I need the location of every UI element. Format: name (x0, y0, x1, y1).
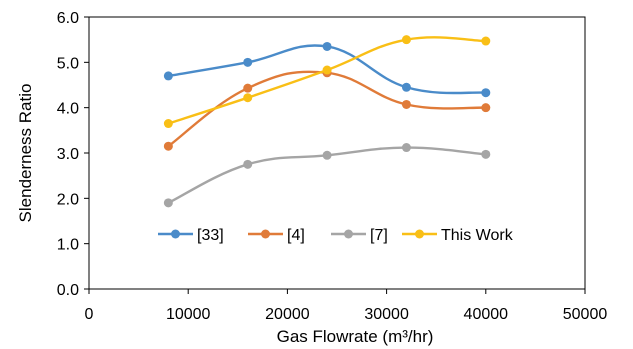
data-point (243, 93, 252, 102)
data-point (323, 151, 332, 160)
legend-swatch-marker (344, 230, 353, 239)
legend-label: This Work (441, 227, 514, 244)
legend-item: [4] (248, 227, 305, 244)
data-point (481, 88, 490, 97)
x-tick-label: 40000 (464, 306, 509, 323)
legend-swatch-marker (261, 230, 270, 239)
legend-item: This Work (402, 227, 514, 244)
data-point (243, 84, 252, 93)
y-tick-label: 5.0 (57, 55, 79, 72)
data-point (164, 198, 173, 207)
data-point (243, 160, 252, 169)
x-axis-title: Gas Flowrate (m³/hr) (277, 327, 434, 346)
data-point (164, 71, 173, 80)
y-tick-label: 6.0 (57, 10, 79, 27)
legend: [33] [4] [7] This Work (158, 227, 514, 244)
series-3 (164, 143, 490, 207)
data-point (481, 37, 490, 46)
y-tick-label: 2.0 (57, 191, 79, 208)
x-tick-label: 10000 (166, 306, 211, 323)
y-tick-label: 1.0 (57, 237, 79, 254)
data-point (164, 119, 173, 128)
x-tick-label: 50000 (563, 306, 608, 323)
data-point (164, 142, 173, 151)
data-point (243, 58, 252, 67)
x-tick-label: 20000 (265, 306, 310, 323)
x-tick-label: 0 (85, 306, 94, 323)
data-point (481, 150, 490, 159)
legend-label: [4] (287, 227, 305, 244)
legend-item: [7] (331, 227, 388, 244)
legend-label: [33] (197, 227, 224, 244)
data-point (323, 42, 332, 51)
series-lines (164, 35, 490, 207)
tick-labels: 0 10000 20000 30000 40000 50000 0.0 1.0 2.0 3.0 4.… (57, 10, 608, 323)
data-point (402, 143, 411, 152)
legend-swatch-marker (171, 230, 180, 239)
legend-swatch-marker (415, 230, 424, 239)
x-tick-label: 30000 (364, 306, 409, 323)
data-point (323, 66, 332, 75)
data-point (481, 103, 490, 112)
data-point (402, 83, 411, 92)
y-tick-label: 0.0 (57, 282, 79, 299)
legend-item: [33] (158, 227, 224, 244)
y-tick-label: 3.0 (57, 146, 79, 163)
legend-label: [7] (370, 227, 388, 244)
data-point (402, 100, 411, 109)
y-axis-title: Slenderness Ratio (16, 84, 35, 223)
y-tick-label: 4.0 (57, 101, 79, 118)
data-point (402, 35, 411, 44)
